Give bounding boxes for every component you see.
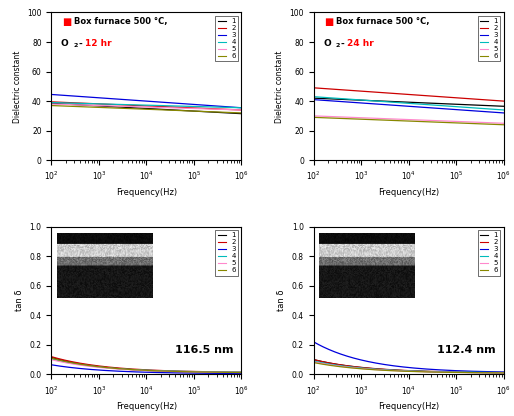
Text: 2: 2 <box>336 43 340 48</box>
X-axis label: Frequency(Hz): Frequency(Hz) <box>116 188 177 197</box>
Legend: 1, 2, 3, 4, 5, 6: 1, 2, 3, 4, 5, 6 <box>215 230 238 275</box>
Text: -: - <box>79 39 86 48</box>
Text: Box furnace 500 °C,: Box furnace 500 °C, <box>337 17 430 26</box>
X-axis label: Frequency(Hz): Frequency(Hz) <box>378 402 439 411</box>
Text: ■: ■ <box>324 17 334 27</box>
Y-axis label: Dielectric constant: Dielectric constant <box>13 50 22 123</box>
Text: 112.4 nm: 112.4 nm <box>437 345 496 355</box>
Y-axis label: Dielectric constant: Dielectric constant <box>275 50 284 123</box>
Y-axis label: tan δ: tan δ <box>15 290 24 311</box>
Text: Box furnace 500 °C,: Box furnace 500 °C, <box>74 17 168 26</box>
Text: 2: 2 <box>74 43 78 48</box>
Text: O: O <box>61 39 69 48</box>
X-axis label: Frequency(Hz): Frequency(Hz) <box>116 402 177 411</box>
Y-axis label: tan δ: tan δ <box>277 290 286 311</box>
Text: 12 hr: 12 hr <box>85 39 112 48</box>
Text: 24 hr: 24 hr <box>347 39 374 48</box>
Text: O: O <box>323 39 331 48</box>
X-axis label: Frequency(Hz): Frequency(Hz) <box>378 188 439 197</box>
Legend: 1, 2, 3, 4, 5, 6: 1, 2, 3, 4, 5, 6 <box>215 16 238 61</box>
Text: ■: ■ <box>62 17 71 27</box>
Legend: 1, 2, 3, 4, 5, 6: 1, 2, 3, 4, 5, 6 <box>478 16 500 61</box>
Legend: 1, 2, 3, 4, 5, 6: 1, 2, 3, 4, 5, 6 <box>478 230 500 275</box>
Text: -: - <box>341 39 348 48</box>
Text: 116.5 nm: 116.5 nm <box>175 345 234 355</box>
